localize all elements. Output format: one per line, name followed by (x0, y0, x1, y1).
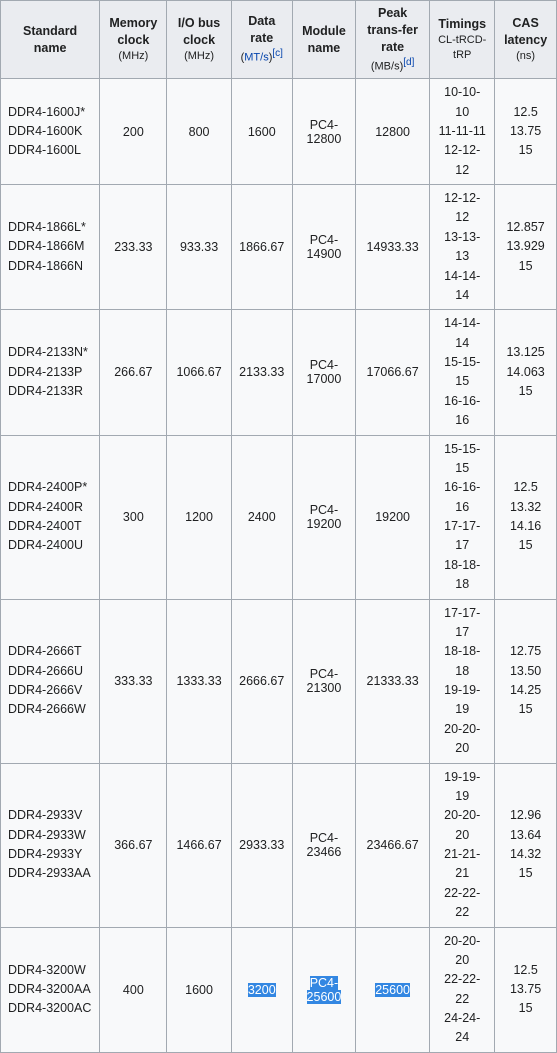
timings-cell: 19-19-1920-20-2021-21-2122-22-22 (430, 763, 495, 927)
footnote-ref[interactable]: [c] (272, 48, 283, 59)
col-header-2: I/O bus clock(MHz) (167, 1, 231, 79)
standard-names: DDR4-2933VDDR4-2933WDDR4-2933YDDR4-2933A… (1, 763, 100, 927)
table-row: DDR4-2400P*DDR4-2400RDDR4-2400TDDR4-2400… (1, 435, 557, 599)
mem-cell: 200 (100, 79, 167, 185)
table-row: DDR4-1866L*DDR4-1866MDDR4-1866N233.33933… (1, 185, 557, 310)
peak-cell: 19200 (356, 435, 430, 599)
mem-cell: 400 (100, 927, 167, 1052)
cas-cell: 12.513.3214.1615 (495, 435, 557, 599)
rate-cell: 3200 (231, 927, 292, 1052)
table-row: DDR4-3200WDDR4-3200AADDR4-3200AC40016003… (1, 927, 557, 1052)
standard-names: DDR4-2666TDDR4-2666UDDR4-2666VDDR4-2666W (1, 599, 100, 763)
timings-cell: 12-12-1213-13-1314-14-14 (430, 185, 495, 310)
footnote-ref[interactable]: [d] (403, 57, 414, 68)
cas-cell: 12.9613.6414.3215 (495, 763, 557, 927)
rate-cell: 2133.33 (231, 310, 292, 435)
mem-cell: 233.33 (100, 185, 167, 310)
io-cell: 1466.67 (167, 763, 231, 927)
cas-cell: 13.12514.06315 (495, 310, 557, 435)
io-cell: 1333.33 (167, 599, 231, 763)
mem-cell: 266.67 (100, 310, 167, 435)
rate-cell: 2933.33 (231, 763, 292, 927)
module-cell: PC4-19200 (292, 435, 355, 599)
mem-cell: 333.33 (100, 599, 167, 763)
col-header-3: Data rate(MT/s)[c] (231, 1, 292, 79)
col-header-1: Memory clock(MHz) (100, 1, 167, 79)
cas-cell: 12.7513.5014.2515 (495, 599, 557, 763)
peak-cell: 23466.67 (356, 763, 430, 927)
table-row: DDR4-2133N*DDR4-2133PDDR4-2133R266.67106… (1, 310, 557, 435)
peak-cell: 25600 (356, 927, 430, 1052)
col-header-6: TimingsCL-tRCD-tRP (430, 1, 495, 79)
standard-names: DDR4-1866L*DDR4-1866MDDR4-1866N (1, 185, 100, 310)
peak-cell: 12800 (356, 79, 430, 185)
standard-names: DDR4-3200WDDR4-3200AADDR4-3200AC (1, 927, 100, 1052)
io-cell: 800 (167, 79, 231, 185)
module-cell: PC4-23466 (292, 763, 355, 927)
io-cell: 1600 (167, 927, 231, 1052)
timings-cell: 14-14-1415-15-1516-16-16 (430, 310, 495, 435)
rate-cell: 2666.67 (231, 599, 292, 763)
module-cell: PC4-12800 (292, 79, 355, 185)
io-cell: 1200 (167, 435, 231, 599)
timings-cell: 10-10-1011-11-1112-12-12 (430, 79, 495, 185)
io-cell: 933.33 (167, 185, 231, 310)
module-cell: PC4-14900 (292, 185, 355, 310)
standard-names: DDR4-1600J*DDR4-1600KDDR4-1600L (1, 79, 100, 185)
cas-cell: 12.513.7515 (495, 927, 557, 1052)
module-cell: PC4-21300 (292, 599, 355, 763)
mem-cell: 366.67 (100, 763, 167, 927)
rate-cell: 2400 (231, 435, 292, 599)
peak-cell: 14933.33 (356, 185, 430, 310)
standard-names: DDR4-2400P*DDR4-2400RDDR4-2400TDDR4-2400… (1, 435, 100, 599)
cas-cell: 12.513.7515 (495, 79, 557, 185)
col-header-7: CAS latency(ns) (495, 1, 557, 79)
rate-cell: 1600 (231, 79, 292, 185)
timings-cell: 20-20-2022-22-2224-24-24 (430, 927, 495, 1052)
standard-names: DDR4-2133N*DDR4-2133PDDR4-2133R (1, 310, 100, 435)
module-cell: PC4-25600 (292, 927, 355, 1052)
timings-cell: 15-15-1516-16-1617-17-1718-18-18 (430, 435, 495, 599)
peak-cell: 17066.67 (356, 310, 430, 435)
ddr4-spec-table: Standard nameMemory clock(MHz)I/O bus cl… (0, 0, 557, 1053)
col-header-5: Peak trans‑fer rate(MB/s)[d] (356, 1, 430, 79)
col-header-4: Module name (292, 1, 355, 79)
peak-cell: 21333.33 (356, 599, 430, 763)
table-row: DDR4-2666TDDR4-2666UDDR4-2666VDDR4-2666W… (1, 599, 557, 763)
table-row: DDR4-2933VDDR4-2933WDDR4-2933YDDR4-2933A… (1, 763, 557, 927)
timings-cell: 17-17-1718-18-1819-19-1920-20-20 (430, 599, 495, 763)
rate-cell: 1866.67 (231, 185, 292, 310)
mem-cell: 300 (100, 435, 167, 599)
io-cell: 1066.67 (167, 310, 231, 435)
unit-link[interactable]: MT/s (244, 52, 268, 64)
module-cell: PC4-17000 (292, 310, 355, 435)
cas-cell: 12.85713.92915 (495, 185, 557, 310)
col-header-0: Standard name (1, 1, 100, 79)
table-row: DDR4-1600J*DDR4-1600KDDR4-1600L200800160… (1, 79, 557, 185)
